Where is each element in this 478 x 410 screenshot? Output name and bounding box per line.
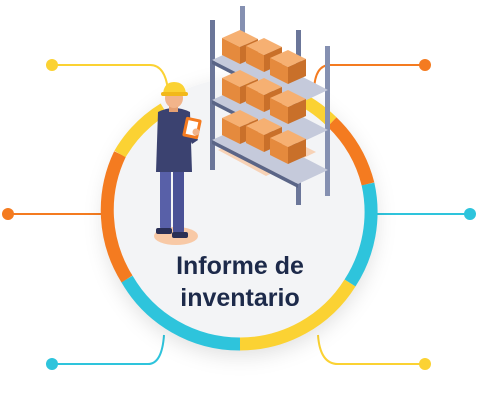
box-icon [270, 130, 306, 164]
diagram-title: Informe de inventario [140, 250, 340, 314]
connector-bottom-right [317, 334, 431, 370]
hard-hat-icon [161, 82, 188, 96]
title-line-2: inventario [180, 284, 300, 312]
connector-dot-yellow [46, 59, 58, 71]
ring-segment-cyan-right [344, 182, 378, 287]
connector-dot-cyan [46, 358, 58, 370]
ring-segment-orange-left [100, 151, 133, 283]
ring-segment-orange-right [327, 117, 375, 186]
connector-middle-right [375, 208, 476, 220]
ring-segment-cyan-left [121, 275, 241, 351]
box-icon [270, 90, 306, 124]
connector-dot-cyan [464, 208, 476, 220]
warehouse-worker-illustration [156, 82, 202, 238]
connector-dot-yellow [419, 358, 431, 370]
connector-top-left [46, 59, 169, 91]
ring-segment-yellow-bottom [239, 279, 356, 351]
connector-dot-orange [419, 59, 431, 71]
box-icon [270, 50, 306, 84]
title-line-1: Informe de [176, 252, 304, 280]
connector-dot-orange [2, 208, 14, 220]
connector-top-right [313, 59, 431, 91]
connector-middle-left [2, 208, 110, 220]
storage-shelf-illustration [210, 6, 330, 205]
connector-bottom-left [46, 334, 165, 370]
